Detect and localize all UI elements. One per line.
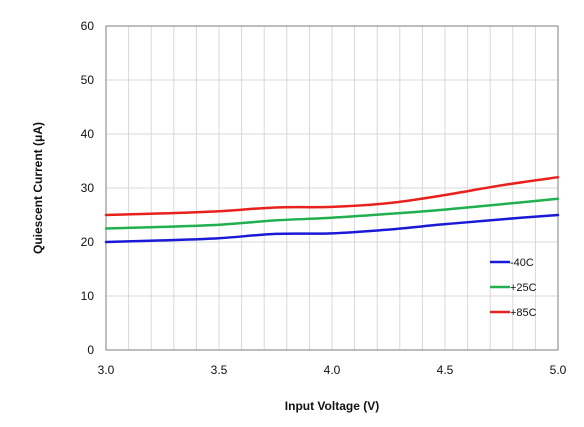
x-tick-label: 3.5 <box>211 363 228 377</box>
y-tick-label: 10 <box>81 289 95 303</box>
y-axis-title: Quiescent Current (μA) <box>31 122 45 254</box>
x-tick-labels: 3.0 3.5 4.0 4.5 5.0 <box>98 363 567 377</box>
series-lines <box>104 175 560 244</box>
x-tick-label: 5.0 <box>550 363 567 377</box>
y-tick-label: 60 <box>81 19 95 33</box>
plot-area-border <box>105 25 559 351</box>
legend-label: +85C <box>510 307 537 319</box>
y-tick-label: 0 <box>87 343 94 357</box>
y-tick-label: 20 <box>81 235 95 249</box>
y-tick-label: 50 <box>81 73 95 87</box>
x-tick-label: 3.0 <box>98 363 115 377</box>
y-tick-labels: 0 10 20 30 40 50 60 <box>81 19 95 357</box>
series-line <box>104 213 560 244</box>
series-line <box>104 175 560 217</box>
x-tick-label: 4.5 <box>437 363 454 377</box>
legend-label: -40C <box>510 257 534 269</box>
y-tick-label: 40 <box>81 127 95 141</box>
x-axis-title: Input Voltage (V) <box>285 399 379 413</box>
y-tick-label: 30 <box>81 181 95 195</box>
series-line <box>104 197 560 230</box>
legend-label: +25C <box>510 282 537 294</box>
x-tick-label: 4.0 <box>324 363 341 377</box>
legend: -40C +25C +85C <box>490 257 537 319</box>
